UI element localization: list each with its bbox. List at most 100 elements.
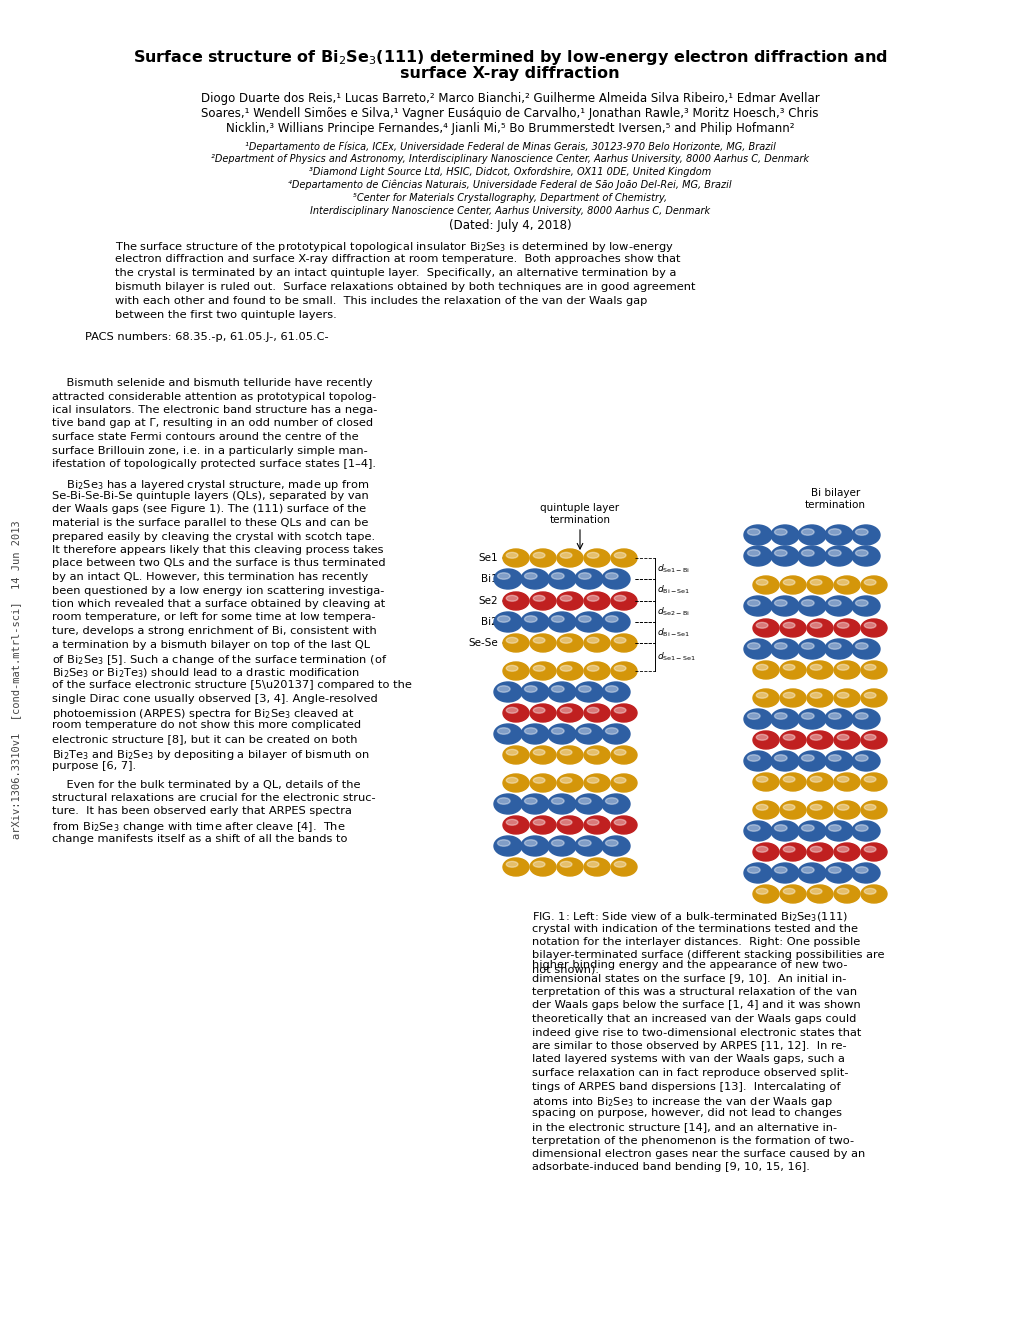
Text: ²Department of Physics and Astronomy, Interdisciplinary Nanoscience Center, Aarh: ²Department of Physics and Astronomy, In… [211, 154, 808, 164]
Ellipse shape [801, 643, 813, 649]
Ellipse shape [613, 638, 626, 643]
Ellipse shape [801, 825, 813, 832]
Ellipse shape [584, 746, 609, 764]
Ellipse shape [559, 820, 572, 825]
Ellipse shape [809, 734, 821, 741]
Ellipse shape [505, 820, 518, 825]
Ellipse shape [587, 665, 598, 672]
Ellipse shape [860, 689, 887, 708]
Ellipse shape [806, 619, 833, 638]
Ellipse shape [851, 597, 879, 616]
Ellipse shape [613, 552, 626, 558]
Ellipse shape [502, 816, 529, 834]
Ellipse shape [578, 573, 591, 579]
Text: The surface structure of the prototypical topological insulator Bi$_2$Se$_3$ is : The surface structure of the prototypica… [115, 240, 674, 253]
Ellipse shape [770, 751, 798, 771]
Text: Bi$_2$Se$_3$ has a layered crystal structure, made up from: Bi$_2$Se$_3$ has a layered crystal struc… [52, 478, 369, 491]
Ellipse shape [502, 591, 529, 610]
Ellipse shape [601, 795, 630, 814]
Ellipse shape [860, 619, 887, 638]
Ellipse shape [855, 825, 867, 832]
Ellipse shape [773, 599, 787, 606]
Text: tive band gap at Γ, resulting in an odd number of closed: tive band gap at Γ, resulting in an odd … [52, 418, 373, 429]
Text: Nicklin,³ Willians Principe Fernandes,⁴ Jianli Mi,⁵ Bo Brummerstedt Iversen,⁵ an: Nicklin,³ Willians Principe Fernandes,⁴ … [225, 121, 794, 135]
Text: Bi bilayer
termination: Bi bilayer termination [804, 488, 865, 510]
Ellipse shape [502, 634, 529, 652]
Ellipse shape [493, 682, 522, 702]
Ellipse shape [863, 734, 875, 741]
Text: lated layered systems with van der Waals gaps, such a: lated layered systems with van der Waals… [532, 1055, 844, 1064]
Text: spacing on purpose, however, did not lead to changes: spacing on purpose, however, did not lea… [532, 1109, 841, 1118]
Ellipse shape [827, 867, 841, 874]
Ellipse shape [809, 579, 821, 585]
Text: quintuple layer
termination: quintuple layer termination [540, 503, 619, 525]
Ellipse shape [863, 579, 875, 585]
Ellipse shape [780, 884, 805, 903]
Ellipse shape [587, 750, 598, 755]
Ellipse shape [863, 888, 875, 894]
Ellipse shape [559, 665, 572, 672]
Text: der Waals gaps below the surface [1, 4] and it was shown: der Waals gaps below the surface [1, 4] … [532, 1001, 860, 1011]
Ellipse shape [587, 777, 598, 783]
Ellipse shape [827, 825, 841, 832]
Ellipse shape [752, 801, 779, 818]
Text: $d_{\mathrm{Se1-Bi}}$: $d_{\mathrm{Se1-Bi}}$ [656, 562, 689, 574]
Text: $d_{\mathrm{Bi-Se1}}$: $d_{\mathrm{Bi-Se1}}$ [656, 583, 689, 597]
Ellipse shape [780, 774, 805, 791]
Ellipse shape [863, 693, 875, 698]
Text: dimensional electron gases near the surface caused by an: dimensional electron gases near the surf… [532, 1148, 864, 1159]
Ellipse shape [743, 546, 771, 566]
Ellipse shape [755, 693, 767, 698]
Ellipse shape [827, 713, 841, 719]
Text: Interdisciplinary Nanoscience Center, Aarhus University, 8000 Aarhus C, Denmark: Interdisciplinary Nanoscience Center, Aa… [310, 206, 709, 216]
Ellipse shape [773, 549, 787, 556]
Ellipse shape [797, 597, 825, 616]
Ellipse shape [863, 804, 875, 810]
Ellipse shape [780, 843, 805, 861]
Text: (Dated: July 4, 2018): (Dated: July 4, 2018) [448, 219, 571, 232]
Ellipse shape [530, 746, 555, 764]
Ellipse shape [747, 529, 759, 535]
Ellipse shape [530, 591, 555, 610]
Text: bilayer-terminated surface (different stacking possibilities are: bilayer-terminated surface (different st… [532, 950, 883, 961]
Text: surface relaxation can in fact reproduce observed split-: surface relaxation can in fact reproduce… [532, 1068, 848, 1078]
Ellipse shape [578, 615, 591, 622]
Ellipse shape [551, 686, 564, 692]
Ellipse shape [578, 797, 591, 804]
Ellipse shape [860, 576, 887, 594]
Text: place between two QLs and the surface is thus terminated: place between two QLs and the surface is… [52, 558, 385, 569]
Ellipse shape [755, 664, 767, 671]
Ellipse shape [497, 686, 510, 692]
Ellipse shape [827, 529, 841, 535]
Ellipse shape [743, 709, 771, 729]
Ellipse shape [824, 525, 852, 545]
Ellipse shape [780, 619, 805, 638]
Text: Se-Bi-Se-Bi-Se quintuple layers (QLs), separated by van: Se-Bi-Se-Bi-Se quintuple layers (QLs), s… [52, 491, 369, 502]
Ellipse shape [610, 816, 637, 834]
Ellipse shape [837, 579, 848, 585]
Ellipse shape [809, 664, 821, 671]
Ellipse shape [834, 774, 859, 791]
Ellipse shape [824, 639, 852, 659]
Ellipse shape [584, 774, 609, 792]
Ellipse shape [559, 595, 572, 601]
Ellipse shape [533, 638, 544, 643]
Ellipse shape [551, 573, 564, 579]
Ellipse shape [505, 862, 518, 867]
Ellipse shape [809, 622, 821, 628]
Ellipse shape [780, 731, 805, 748]
Ellipse shape [824, 597, 852, 616]
Ellipse shape [851, 525, 879, 545]
Ellipse shape [547, 569, 576, 589]
Ellipse shape [783, 846, 794, 853]
Ellipse shape [755, 622, 767, 628]
Ellipse shape [855, 529, 867, 535]
Ellipse shape [601, 612, 630, 632]
Ellipse shape [521, 836, 548, 855]
Ellipse shape [783, 664, 794, 671]
Ellipse shape [547, 612, 576, 632]
Text: $d_{\mathrm{Se2-Bi}}$: $d_{\mathrm{Se2-Bi}}$ [656, 606, 689, 618]
Ellipse shape [752, 774, 779, 791]
Ellipse shape [610, 858, 637, 876]
Ellipse shape [556, 704, 583, 722]
